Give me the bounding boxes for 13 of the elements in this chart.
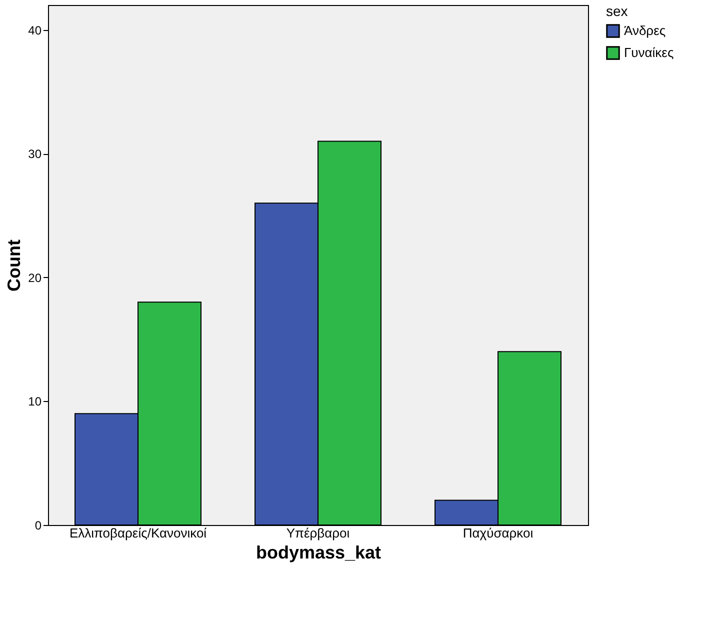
x-tick-label: Ελλιποβαρείς/Κανονικοί	[69, 526, 207, 540]
y-tick-label: 0	[34, 518, 42, 532]
legend-title: sex	[606, 3, 628, 19]
legend-label: Γυναίκες	[624, 45, 674, 60]
y-tick-label: 10	[28, 394, 42, 409]
x-axis-title: bodymass_kat	[256, 542, 382, 562]
y-tick-label: 40	[28, 23, 42, 38]
x-tick-label: Παχύσαρκοι	[462, 526, 534, 540]
x-tick-label: Υπέρβαροι	[286, 526, 350, 540]
y-tick-label: 20	[28, 270, 42, 285]
y-tick-label: 30	[28, 147, 42, 162]
legend-label: Άνδρες	[624, 23, 666, 38]
y-axis-title: Count	[4, 240, 24, 292]
